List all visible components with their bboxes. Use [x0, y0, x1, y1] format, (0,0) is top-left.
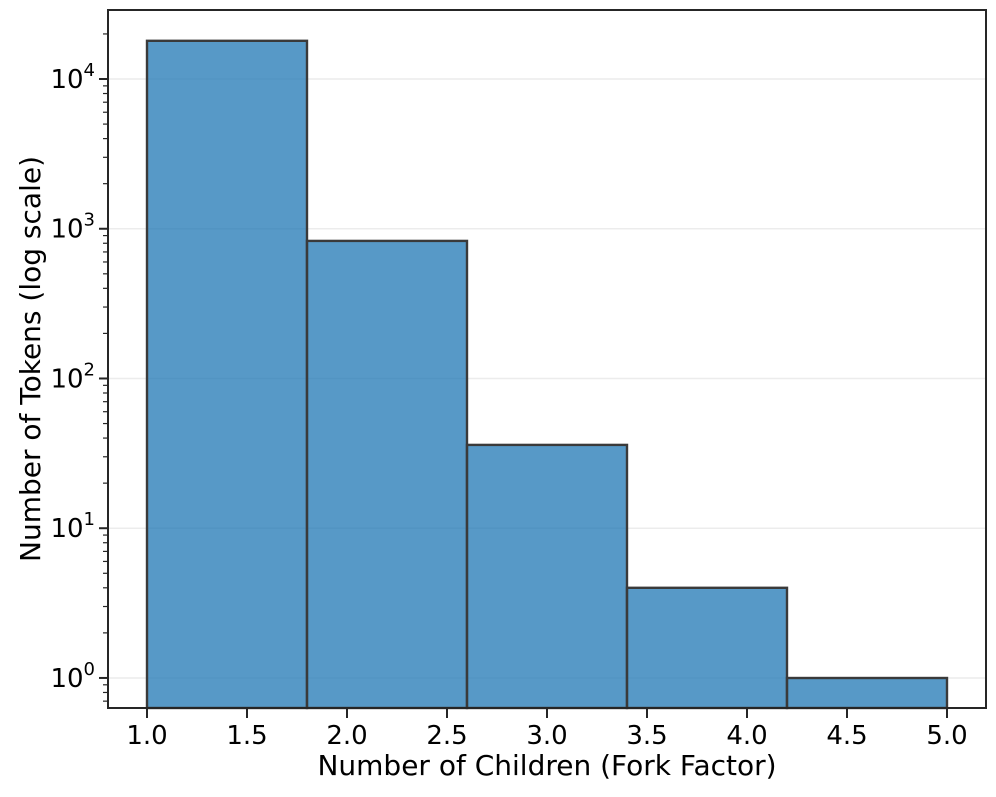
x-tick-label: 2.0	[326, 721, 367, 751]
y-tick-label: 101	[50, 509, 95, 544]
histogram-bar	[145, 39, 309, 710]
x-tick-label: 3.5	[626, 721, 667, 751]
histogram-bar	[465, 443, 629, 710]
y-tick-label: 102	[50, 359, 95, 394]
y-tick-label: 104	[50, 60, 95, 95]
y-tick-label: 103	[50, 210, 95, 245]
x-axis-label: Number of Children (Fork Factor)	[317, 749, 776, 782]
x-tick-label: 2.5	[426, 721, 467, 751]
x-tick-label: 5.0	[926, 721, 967, 751]
histogram-bars	[145, 39, 949, 710]
x-tick-label: 4.0	[726, 721, 767, 751]
x-tick-label: 1.5	[226, 721, 267, 751]
histogram-bar	[305, 239, 469, 710]
histogram-bar	[785, 676, 949, 710]
axis-ticks	[99, 33, 948, 718]
x-tick-label: 3.0	[526, 721, 567, 751]
x-tick-label: 1.0	[126, 721, 167, 751]
histogram-bar	[625, 586, 789, 710]
x-tick-label: 4.5	[826, 721, 867, 751]
y-axis-label: Number of Tokens (log scale)	[14, 156, 47, 562]
axis-tick-labels: 1.0 1.5 2.0 2.5 3.0 3.5 4.0 4.5 5.0 100 101 102 103 1…	[50, 60, 967, 751]
y-tick-label: 100	[50, 659, 95, 694]
